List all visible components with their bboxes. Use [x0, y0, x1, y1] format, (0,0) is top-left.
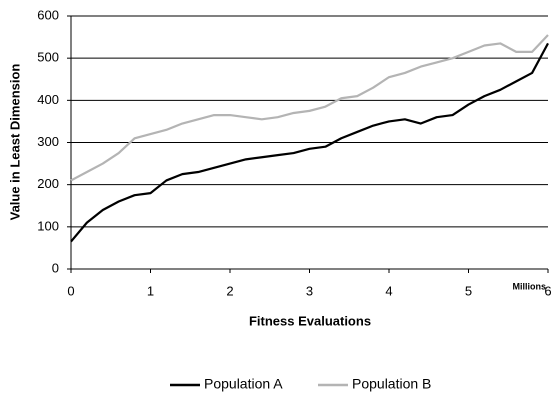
y-tick-label: 300	[37, 134, 59, 149]
y-axis-title: Value in Least Dimension	[7, 64, 22, 221]
x-tick-label: 1	[147, 283, 154, 298]
x-tick-label: 5	[465, 283, 472, 298]
y-tick-label: 100	[37, 218, 59, 233]
y-tick-label: 500	[37, 50, 59, 65]
x-tick-label: 6	[544, 283, 551, 298]
y-tick-label: 400	[37, 92, 59, 107]
legend-label: Population A	[204, 376, 283, 392]
y-tick-label: 0	[52, 260, 59, 275]
series-line	[70, 42, 549, 243]
x-unit: Millions	[513, 281, 547, 291]
x-tick-label: 4	[385, 283, 392, 298]
x-tick-label: 0	[67, 283, 74, 298]
y-tick-label: 200	[37, 176, 59, 191]
legend-label: Population B	[352, 376, 431, 392]
x-tick-label: 3	[306, 283, 313, 298]
x-tick-label: 2	[226, 283, 233, 298]
series-line	[70, 34, 549, 182]
y-tick-label: 600	[37, 7, 59, 22]
x-axis-title: Fitness Evaluations	[249, 313, 371, 328]
